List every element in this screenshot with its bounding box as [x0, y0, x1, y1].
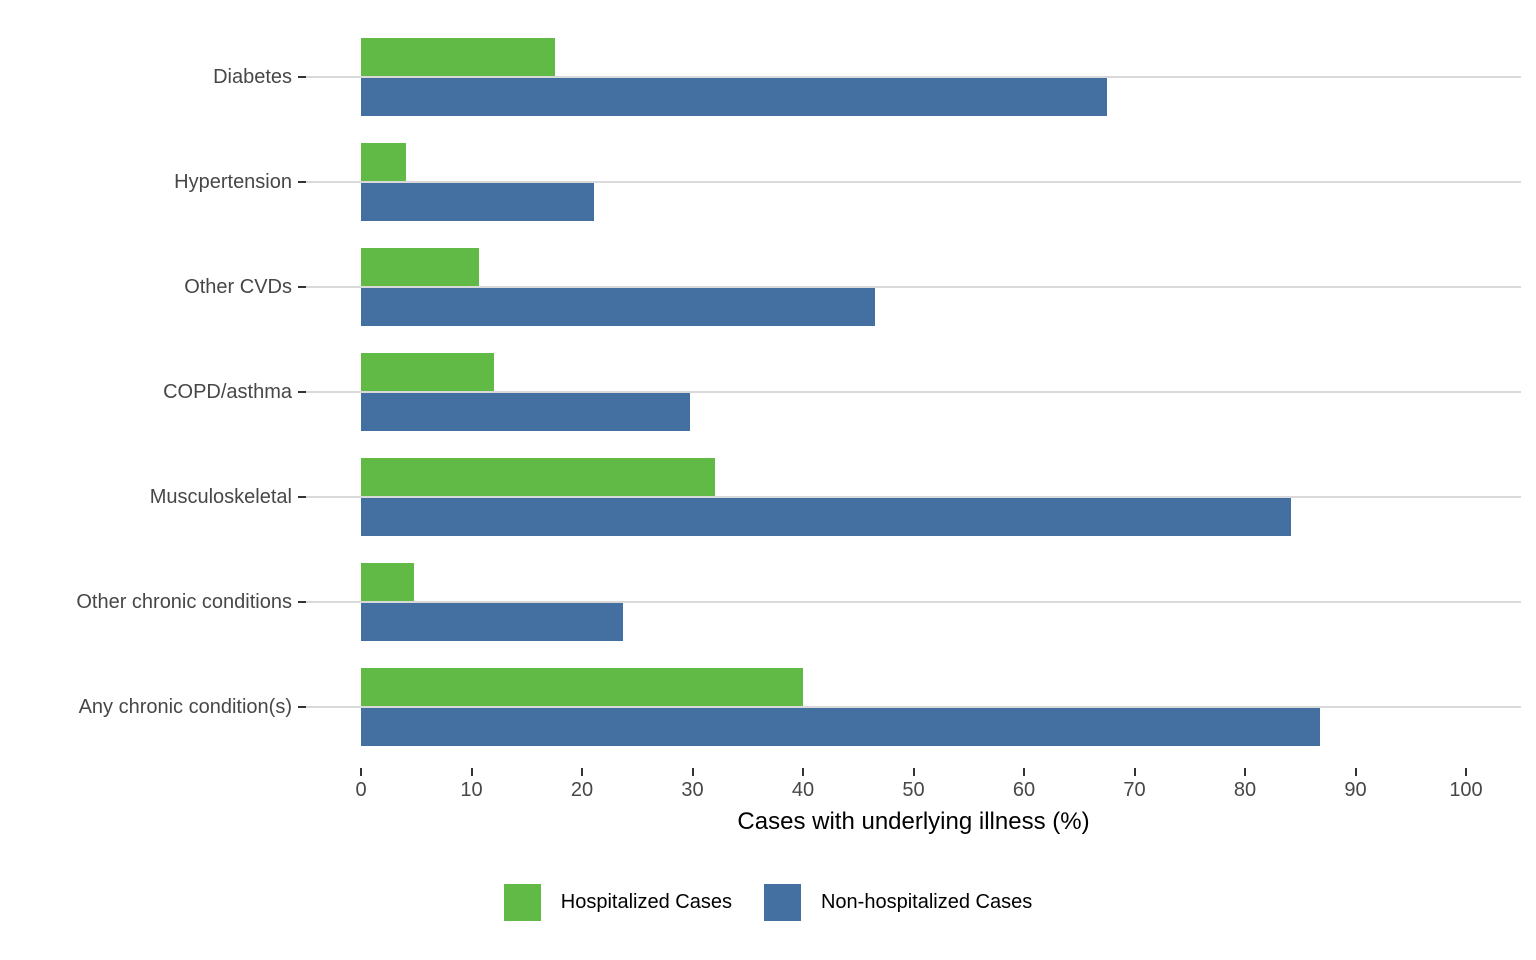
- x-tick-label: 40: [791, 779, 815, 801]
- hospitalized-bar: [361, 458, 715, 496]
- x-tick: [1354, 768, 1357, 776]
- x-tick-label: 90: [1344, 779, 1367, 801]
- x-tick-label: 30: [681, 779, 704, 801]
- x-tick: [912, 768, 915, 776]
- x-tick-label: 70: [1123, 779, 1146, 801]
- y-tick: [298, 601, 306, 603]
- y-axis-label: Musculoskeletal: [149, 486, 292, 508]
- non-hospitalized-bar: [361, 183, 595, 221]
- hospitalized-bar: [361, 563, 415, 601]
- non-hospitalized-bar: [361, 393, 691, 431]
- non-hospitalized-bar: [361, 498, 1292, 536]
- x-tick-label: 100: [1449, 779, 1483, 801]
- y-axis-label: COPD/asthma: [163, 381, 292, 403]
- hospitalized-bar: [361, 143, 407, 181]
- hospitalized-bar: [361, 353, 494, 391]
- non-hospitalized-bar: [361, 708, 1321, 746]
- hospitalized-swatch-icon: [503, 884, 541, 921]
- legend-label: Hospitalized Cases: [560, 891, 732, 913]
- x-tick: [360, 768, 362, 776]
- non-hospitalized-bar: [361, 78, 1107, 116]
- legend-item-hospitalized: Hospitalized Cases: [503, 884, 732, 921]
- x-tick-label: 20: [570, 779, 594, 801]
- gridline: [306, 391, 1521, 393]
- y-tick: [298, 496, 306, 498]
- y-axis-label: Other chronic conditions: [76, 591, 292, 613]
- x-tick-label: 60: [1012, 779, 1036, 801]
- x-tick: [691, 768, 694, 776]
- y-axis-label: Other CVDs: [184, 276, 292, 298]
- hospitalized-bar: [361, 248, 480, 286]
- x-axis-title: Cases with underlying illness (%): [737, 808, 1090, 835]
- gridline: [306, 601, 1521, 603]
- gridline: [306, 181, 1521, 183]
- y-tick: [298, 76, 306, 78]
- legend-item-non-hospitalized: Non-hospitalized Cases: [763, 884, 1033, 921]
- hospitalized-bar: [361, 38, 556, 76]
- x-tick-label: 50: [902, 779, 925, 801]
- y-tick: [298, 286, 306, 288]
- y-tick: [298, 181, 306, 183]
- x-tick-label: 10: [460, 779, 483, 801]
- y-axis-label: Diabetes: [213, 66, 292, 88]
- y-axis-label: Any chronic condition(s): [78, 696, 292, 718]
- y-axis-label: Hypertension: [174, 171, 292, 193]
- x-tick: [1023, 768, 1025, 776]
- x-tick: [802, 768, 804, 776]
- legend: Hospitalized Cases Non-hospitalized Case…: [0, 884, 1536, 921]
- non-hospitalized-bar: [361, 288, 875, 326]
- x-tick-label: 0: [355, 779, 367, 801]
- x-tick: [1465, 768, 1467, 776]
- hospitalized-bar: [361, 668, 803, 706]
- x-tick: [1133, 768, 1136, 776]
- gridline: [306, 496, 1521, 498]
- x-tick: [470, 768, 473, 776]
- gridline: [306, 706, 1521, 708]
- gridline: [306, 76, 1521, 78]
- gridline: [306, 286, 1521, 288]
- x-tick-label: 80: [1233, 779, 1257, 801]
- non-hospitalized-bar: [361, 603, 623, 641]
- non-hospitalized-swatch-icon: [763, 884, 801, 921]
- y-tick: [298, 706, 306, 708]
- x-tick: [1244, 768, 1246, 776]
- x-tick: [581, 768, 583, 776]
- legend-label: Non-hospitalized Cases: [820, 891, 1033, 913]
- y-tick: [298, 391, 306, 393]
